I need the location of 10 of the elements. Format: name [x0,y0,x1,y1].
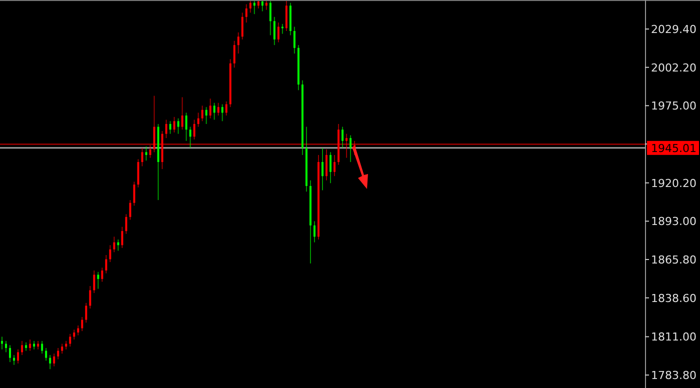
y-tick-label: 1811.00 [651,330,696,344]
y-tick-label: 1975.00 [651,100,696,113]
y-tick-label: 1783.80 [651,369,696,382]
y-tick-label: 1920.20 [651,176,696,190]
y-tick-label: 2002.20 [651,61,696,74]
y-tick-label: 1893.00 [651,215,696,228]
ref-line-label: 1945.01 [651,142,696,155]
y-tick-label: 1838.60 [651,292,696,305]
y-tick-label: 2029.40 [651,23,696,36]
y-tick-label: 1865.80 [651,254,696,267]
